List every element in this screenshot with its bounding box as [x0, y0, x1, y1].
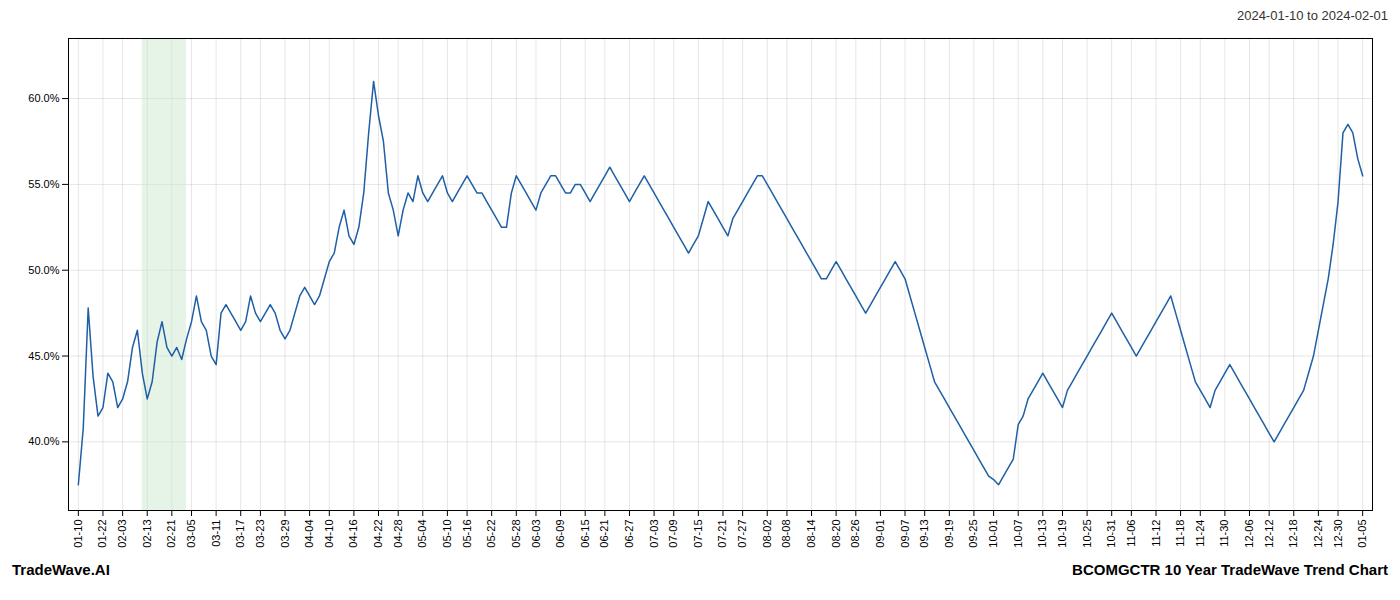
- svg-text:11-30: 11-30: [1218, 520, 1230, 547]
- svg-text:09-19: 09-19: [943, 520, 955, 548]
- svg-text:07-27: 07-27: [736, 520, 748, 548]
- svg-text:04-10: 04-10: [323, 520, 335, 548]
- svg-text:10-01: 10-01: [987, 520, 999, 548]
- svg-text:04-16: 04-16: [347, 520, 359, 548]
- svg-text:10-25: 10-25: [1081, 520, 1093, 548]
- svg-text:12-18: 12-18: [1287, 520, 1299, 548]
- svg-text:40.0%: 40.0%: [28, 435, 59, 447]
- svg-text:02-03: 02-03: [116, 520, 128, 548]
- svg-text:03-23: 03-23: [254, 520, 266, 548]
- svg-text:07-03: 07-03: [648, 520, 660, 548]
- svg-text:07-15: 07-15: [692, 520, 704, 548]
- svg-text:07-09: 07-09: [667, 520, 679, 548]
- svg-text:10-19: 10-19: [1056, 520, 1068, 548]
- html-text:2024-01-10 to 2024-02-01: 2024-01-10 to 2024-02-01: [1236, 8, 1388, 23]
- svg-text:03-05: 03-05: [185, 520, 197, 548]
- svg-text:10-13: 10-13: [1036, 520, 1048, 548]
- svg-text:12-24: 12-24: [1312, 520, 1324, 548]
- svg-text:08-14: 08-14: [805, 520, 817, 548]
- svg-text:11-12: 11-12: [1150, 520, 1162, 547]
- svg-text:05-16: 05-16: [461, 520, 473, 548]
- svg-text:09-13: 09-13: [918, 520, 930, 548]
- svg-text:50.0%: 50.0%: [28, 264, 59, 276]
- svg-text:60.0%: 60.0%: [28, 92, 59, 104]
- svg-text:03-29: 03-29: [279, 520, 291, 548]
- svg-text:06-21: 06-21: [598, 520, 610, 548]
- html-text:TradeWave.AI: TradeWave.AI: [12, 561, 110, 578]
- svg-text:07-21: 07-21: [716, 520, 728, 548]
- svg-text:06-15: 06-15: [579, 520, 591, 548]
- svg-text:10-31: 10-31: [1105, 520, 1117, 548]
- svg-text:12-12: 12-12: [1263, 520, 1275, 548]
- svg-text:03-17: 03-17: [234, 520, 246, 548]
- svg-text:05-04: 05-04: [416, 520, 428, 548]
- svg-text:01-22: 01-22: [96, 520, 108, 548]
- svg-text:06-27: 06-27: [623, 520, 635, 548]
- svg-text:05-10: 05-10: [441, 520, 453, 548]
- svg-text:04-04: 04-04: [303, 520, 315, 548]
- svg-text:12-06: 12-06: [1243, 520, 1255, 548]
- svg-text:02-13: 02-13: [141, 520, 153, 548]
- svg-text:09-07: 09-07: [899, 520, 911, 548]
- svg-text:06-09: 06-09: [554, 520, 566, 548]
- svg-text:02-21: 02-21: [165, 520, 177, 548]
- svg-text:08-02: 08-02: [761, 520, 773, 548]
- svg-text:45.0%: 45.0%: [28, 350, 59, 362]
- svg-text:55.0%: 55.0%: [28, 178, 59, 190]
- svg-text:04-28: 04-28: [392, 520, 404, 548]
- svg-text:11-24: 11-24: [1194, 520, 1206, 547]
- html-text:BCOMGCTR 10 Year TradeWave Tre: BCOMGCTR 10 Year TradeWave Trend Chart: [1072, 561, 1388, 578]
- svg-text:08-08: 08-08: [780, 520, 792, 548]
- svg-text:03-11: 03-11: [210, 520, 222, 547]
- svg-text:06-03: 06-03: [529, 520, 541, 548]
- svg-text:05-22: 05-22: [485, 520, 497, 548]
- svg-text:12-30: 12-30: [1332, 520, 1344, 548]
- svg-text:04-22: 04-22: [372, 520, 384, 548]
- svg-text:10-07: 10-07: [1012, 520, 1024, 548]
- svg-text:09-25: 09-25: [967, 520, 979, 548]
- svg-text:11-18: 11-18: [1174, 520, 1186, 547]
- svg-text:01-05: 01-05: [1356, 520, 1368, 548]
- svg-text:08-26: 08-26: [849, 520, 861, 548]
- svg-text:11-06: 11-06: [1125, 520, 1137, 547]
- svg-text:09-01: 09-01: [874, 520, 886, 548]
- svg-text:05-28: 05-28: [510, 520, 522, 548]
- svg-text:08-20: 08-20: [830, 520, 842, 548]
- svg-text:01-10: 01-10: [72, 520, 84, 548]
